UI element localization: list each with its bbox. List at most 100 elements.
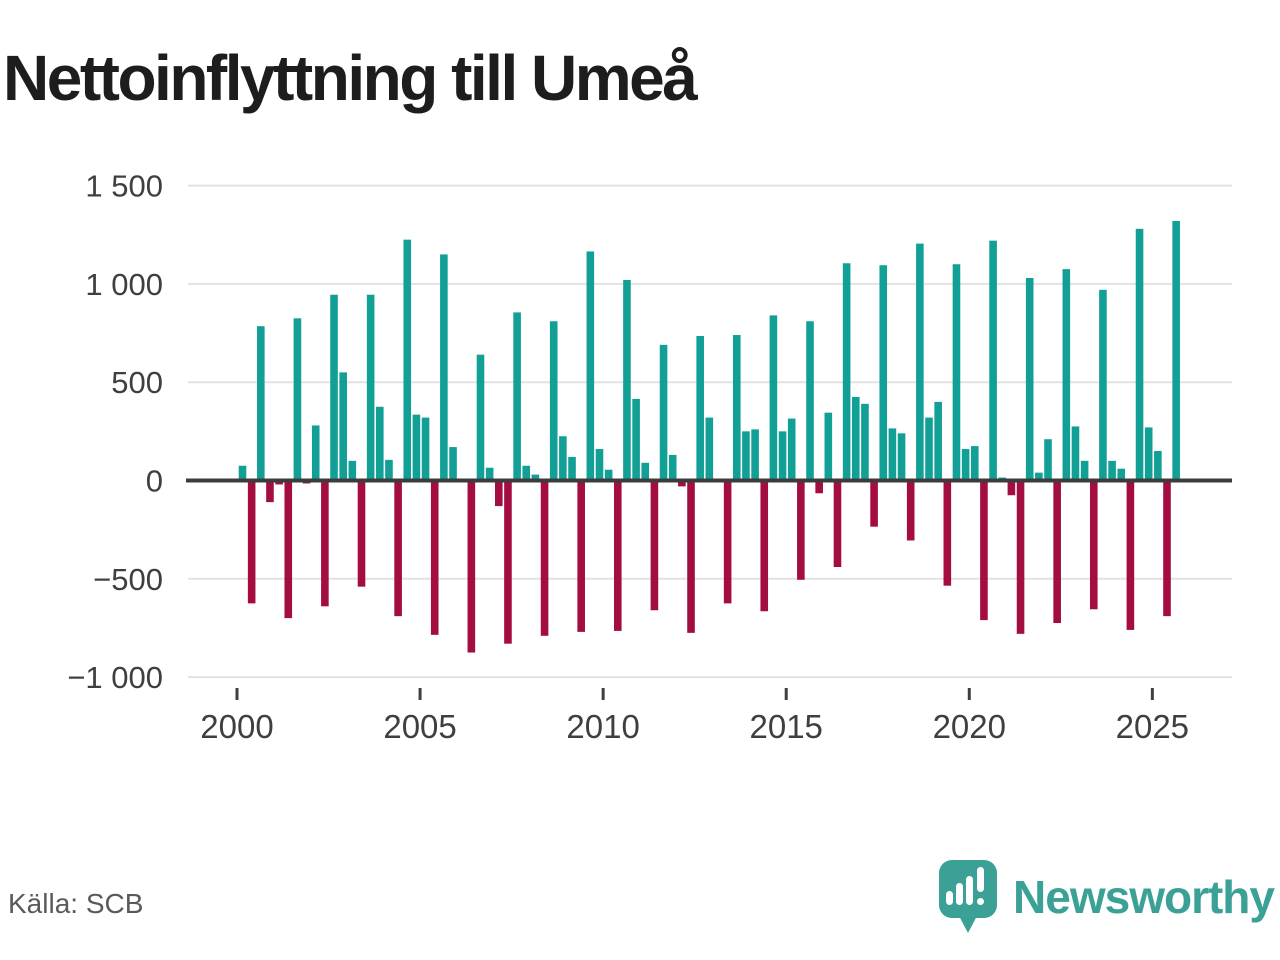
bar-2019Q1: [934, 401, 942, 481]
x-axis-label-2000: 2000: [200, 708, 273, 745]
source-text: Källa: SCB: [8, 888, 144, 919]
bar-2002Q2: [321, 480, 329, 607]
bar-2014Q3: [769, 315, 778, 481]
bar-2014Q1: [751, 429, 759, 481]
y-axis-label-1500: 1 500: [85, 169, 163, 204]
bar-2017Q3: [879, 265, 888, 481]
bar-2022Q4: [1071, 426, 1080, 481]
bar-2025Q3: [1172, 220, 1180, 481]
bar-2015Q1: [787, 418, 796, 481]
bar-2009Q1: [568, 456, 576, 481]
bar-2005Q2: [430, 480, 439, 635]
newsworthy-logo: Newsworthy: [937, 858, 1275, 936]
bar-2004Q1: [385, 459, 393, 481]
y-axis-label-1000: 1 000: [85, 267, 163, 302]
bar-2011Q4: [668, 454, 677, 481]
bar-2011Q1: [641, 462, 650, 481]
bar-2012Q1: [678, 480, 686, 487]
bar-2004Q4: [412, 414, 421, 481]
bar-2010Q2: [613, 480, 622, 631]
bar-2023Q1: [1080, 460, 1089, 481]
bar-2017Q4: [888, 428, 897, 481]
bar-2003Q1: [348, 460, 357, 481]
bar-2025Q2: [1163, 480, 1171, 617]
y-axis-label-0: 0: [146, 464, 163, 499]
bar-2010Q1: [604, 469, 613, 481]
newsworthy-wordmark: Newsworthy: [1013, 871, 1275, 923]
bar-2013Q3: [732, 335, 741, 481]
bar-2008Q1: [531, 474, 540, 481]
bar-2024Q1: [1117, 468, 1126, 481]
bar-2006Q4: [485, 467, 494, 481]
bar-2020Q1: [970, 446, 979, 481]
bar-2000Q2: [247, 480, 256, 604]
bar-2009Q3: [586, 251, 595, 481]
bar-2022Q3: [1062, 269, 1071, 481]
bar-2005Q4: [449, 447, 457, 481]
x-axis-label-2005: 2005: [383, 708, 456, 745]
y-axis-label--500: −500: [93, 562, 163, 597]
bar-2023Q2: [1089, 480, 1098, 610]
x-axis-label-2020: 2020: [933, 708, 1006, 745]
bar-2015Q4: [815, 480, 823, 494]
newsworthy-logo-icon: [939, 860, 998, 933]
bar-2007Q1: [495, 480, 503, 507]
bar-2010Q3: [623, 279, 631, 481]
bar-2000Q4: [266, 480, 274, 503]
bar-2024Q2: [1126, 480, 1135, 630]
bar-2011Q2: [650, 480, 659, 611]
bar-2010Q4: [632, 398, 640, 481]
bar-2007Q3: [513, 312, 521, 481]
bar-2007Q2: [504, 480, 512, 644]
bar-2004Q2: [394, 480, 402, 617]
bar-2019Q4: [961, 449, 970, 481]
bar-2023Q4: [1108, 460, 1116, 481]
bar-2016Q1: [824, 412, 833, 481]
bar-2017Q1: [861, 403, 869, 481]
bar-2022Q1: [1044, 439, 1052, 481]
bar-2017Q2: [870, 480, 878, 527]
bar-2003Q2: [357, 480, 366, 587]
bar-2006Q3: [476, 354, 485, 481]
bar-2003Q4: [376, 406, 384, 481]
y-axis-label--1000: −1 000: [67, 660, 163, 695]
bar-2002Q1: [311, 425, 320, 481]
bar-2024Q3: [1135, 228, 1144, 481]
bar-2002Q3: [330, 294, 338, 481]
bar-2013Q2: [723, 480, 732, 604]
bar-2021Q1: [1007, 480, 1016, 496]
bar-2011Q3: [659, 344, 668, 481]
bar-2019Q3: [952, 264, 961, 481]
bar-2020Q2: [980, 480, 988, 621]
bar-2004Q3: [403, 239, 412, 481]
bar-2018Q4: [925, 417, 933, 481]
bar-2007Q4: [522, 465, 531, 481]
bar-2009Q4: [595, 449, 604, 481]
bar-2000Q3: [257, 326, 265, 481]
bar-2021Q2: [1016, 480, 1025, 634]
bar-2025Q1: [1154, 451, 1162, 481]
bar-2002Q4: [339, 372, 347, 481]
bar-2018Q1: [897, 433, 906, 481]
bar-2008Q4: [559, 436, 567, 481]
bar-2019Q2: [943, 480, 952, 586]
bar-2013Q4: [742, 431, 750, 481]
bar-2014Q4: [778, 431, 787, 481]
bar-2018Q3: [916, 243, 924, 481]
bar-2012Q3: [696, 336, 704, 481]
bar-2006Q2: [467, 480, 476, 653]
x-axis-label-2010: 2010: [566, 708, 639, 745]
bar-2005Q3: [440, 254, 448, 481]
bar-2008Q3: [549, 321, 558, 481]
bar-2015Q3: [806, 321, 814, 481]
bar-2001Q3: [293, 318, 302, 481]
bar-2008Q2: [540, 480, 549, 636]
bar-2018Q2: [906, 480, 915, 541]
bar-2024Q4: [1144, 427, 1153, 481]
bar-2012Q4: [705, 417, 714, 481]
x-axis-label-2025: 2025: [1116, 708, 1189, 745]
bar-2021Q3: [1025, 278, 1034, 481]
bar-2016Q2: [833, 480, 842, 567]
